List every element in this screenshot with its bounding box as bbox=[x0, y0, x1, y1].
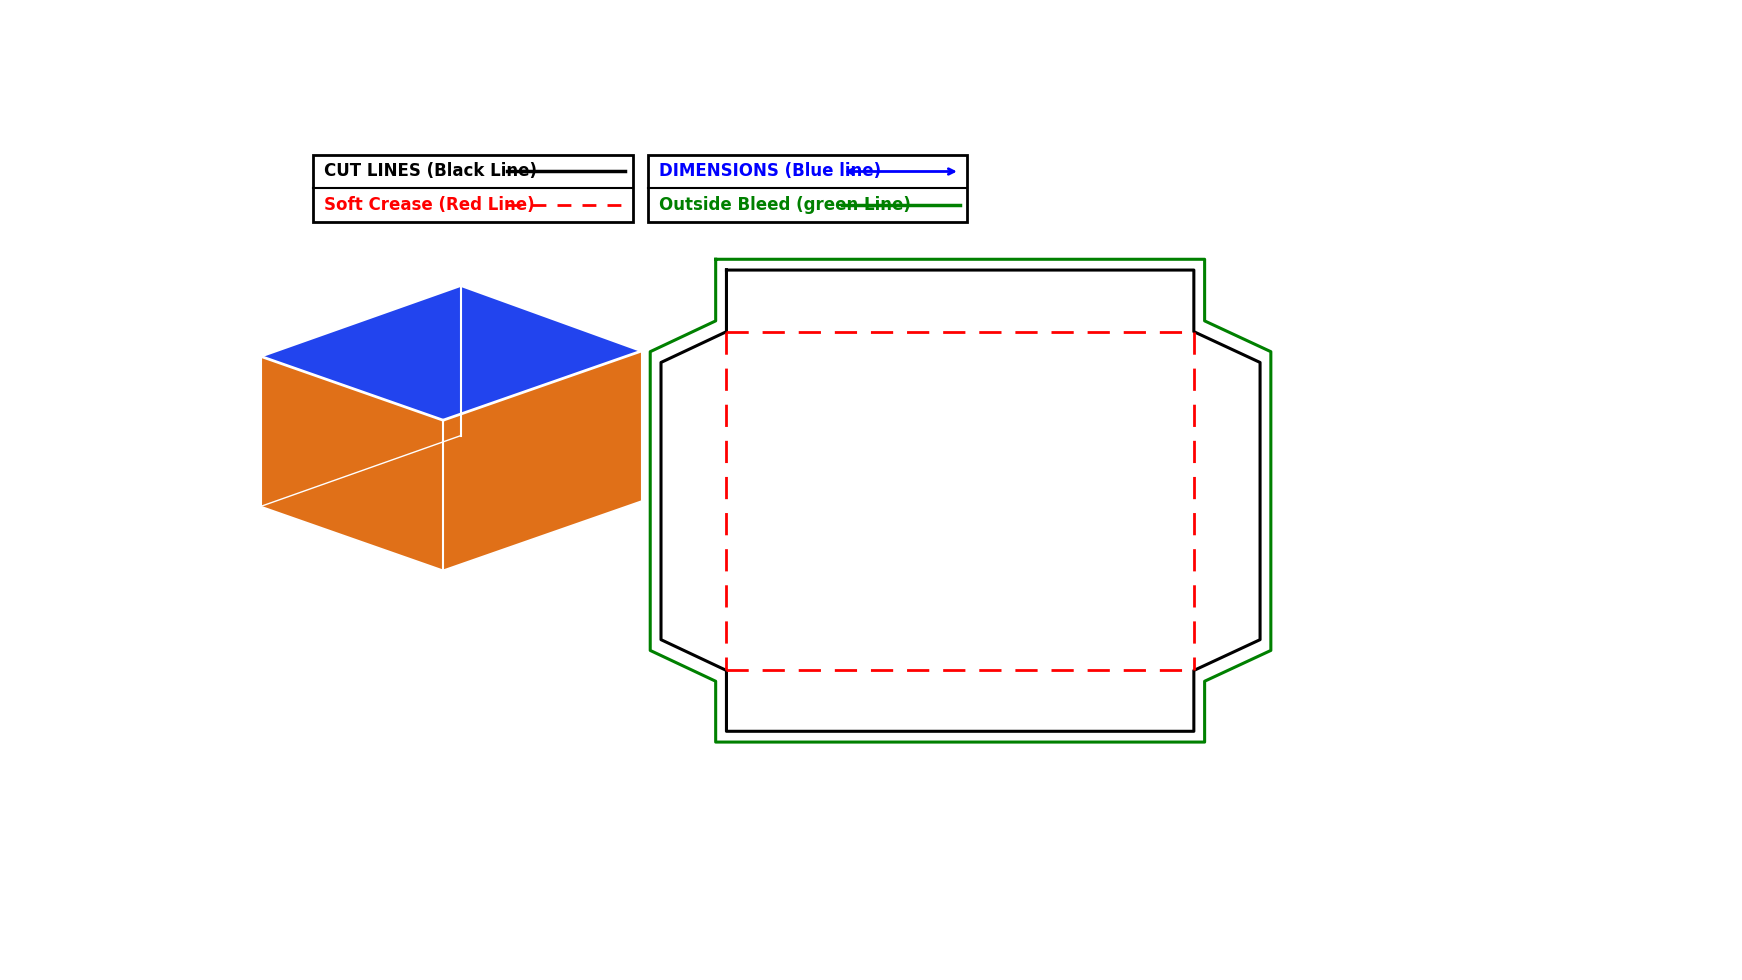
Polygon shape bbox=[261, 285, 462, 507]
Polygon shape bbox=[261, 357, 442, 570]
Text: Outside Bleed (green Line): Outside Bleed (green Line) bbox=[658, 196, 911, 215]
FancyBboxPatch shape bbox=[648, 155, 967, 222]
Text: CUT LINES (Black Line): CUT LINES (Black Line) bbox=[324, 163, 537, 180]
Polygon shape bbox=[261, 285, 641, 420]
FancyBboxPatch shape bbox=[314, 155, 632, 222]
Text: Soft Crease (Red Line): Soft Crease (Red Line) bbox=[324, 196, 535, 215]
Polygon shape bbox=[442, 351, 641, 570]
Polygon shape bbox=[462, 285, 641, 501]
Text: DIMENSIONS (Blue line): DIMENSIONS (Blue line) bbox=[658, 163, 881, 180]
